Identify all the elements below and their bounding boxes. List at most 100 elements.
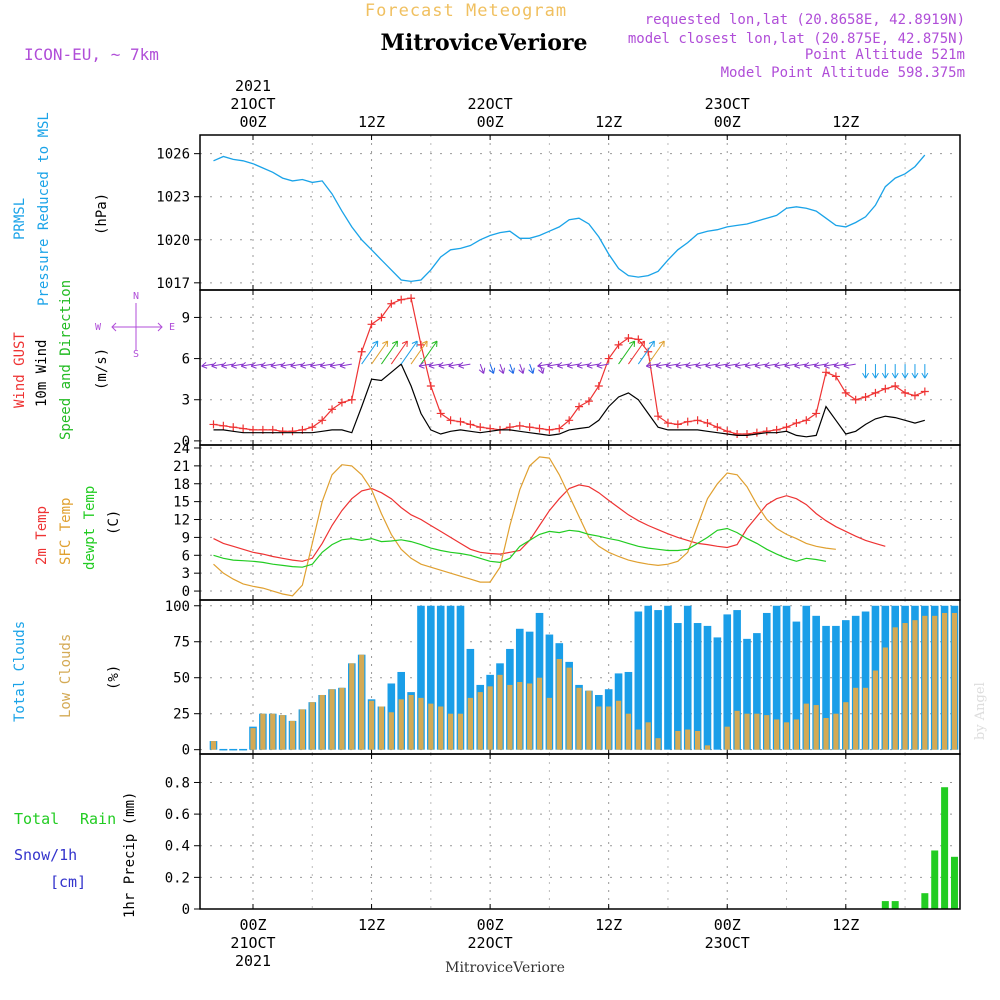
pressure-grid: 1017 1020 1023 1026 [156, 135, 960, 292]
low-cloud-bar [487, 686, 493, 750]
wind-direction-arrow [586, 361, 599, 369]
arrow-head [764, 361, 771, 369]
gust-marker [575, 402, 584, 411]
arrow-shaft [596, 363, 609, 367]
watermark: by Angel [973, 682, 988, 740]
total-cloud-bar [723, 614, 732, 750]
gust-marker [337, 398, 346, 407]
arrow-shaft [794, 363, 807, 367]
wind-direction-arrow [420, 340, 438, 365]
compass-rose: N S W E [95, 291, 175, 360]
wind-direction-arrow [872, 364, 879, 379]
bottom-time-label: 00Z [239, 916, 266, 934]
total-cloud-bar [762, 612, 771, 750]
wind-direction-arrow [518, 363, 525, 374]
wind-direction-arrow [488, 363, 496, 374]
top-time-label: 2021 [235, 77, 271, 95]
arrow-shaft [390, 340, 408, 365]
cloud-unit: (%) [106, 665, 122, 690]
gust-marker [426, 382, 435, 391]
arrow-head [418, 361, 425, 369]
clouds-ytick-label: 25 [173, 707, 190, 723]
arrow-head [794, 361, 801, 369]
low-cloud-bar [606, 706, 612, 750]
low-cloud-bar [339, 687, 345, 750]
total-cloud-bar [851, 615, 860, 750]
low-cloud-bar [596, 706, 602, 750]
low-cloud-bar [527, 683, 533, 750]
arrow-shaft [448, 363, 461, 367]
temp-2m-line [213, 484, 886, 562]
arrow-shaft [735, 363, 748, 367]
header-title: Forecast Meteogram [365, 1, 567, 21]
precip-label-cm: [cm] [50, 873, 86, 891]
precip-ytick-label: 0.2 [165, 870, 190, 886]
low-cloud-bar [783, 722, 790, 750]
wind-direction-arrow [705, 361, 718, 369]
wind-direction-arrow [211, 361, 224, 369]
top-time-label: 22OCT [468, 95, 513, 113]
arrow-shaft [586, 363, 599, 367]
gust-marker [703, 419, 712, 428]
arrow-head [528, 367, 535, 374]
precip-series [881, 787, 958, 909]
arrow-head [230, 361, 237, 369]
gust-marker [278, 427, 287, 436]
low-cloud-bar [951, 612, 958, 750]
arrow-head [310, 361, 316, 369]
arrow-head [290, 361, 297, 369]
temp-unit: (C) [106, 510, 122, 535]
compass-n: N [133, 291, 139, 302]
wind-direction-arrow [270, 361, 283, 369]
arrow-shaft [577, 363, 590, 367]
low-cloud-bar [448, 713, 454, 750]
wind-direction-arrow [371, 340, 389, 365]
total-cloud-bar [644, 605, 652, 750]
arrow-head [428, 361, 435, 369]
total-cloud-bar [436, 605, 445, 750]
low-cloud-bar [912, 620, 918, 750]
arrow-head [372, 340, 379, 347]
wind-line [213, 363, 925, 438]
low-cloud-bar [823, 718, 829, 750]
total-cloud-bar [733, 610, 741, 750]
wind-direction-arrow [458, 361, 471, 369]
low-cloud-bar [329, 689, 335, 750]
arrow-head [734, 361, 741, 369]
gust-marker [733, 430, 742, 439]
gust-marker [624, 334, 633, 343]
arrow-shaft [330, 363, 343, 367]
compass-w: W [95, 322, 102, 333]
low-cloud-bar [586, 690, 592, 750]
arrow-shaft [656, 363, 669, 367]
top-time-label: 12Z [595, 113, 622, 131]
low-cloud-bar [250, 728, 256, 750]
arrow-shaft [843, 363, 856, 367]
wind-direction-arrow [329, 361, 343, 369]
arrow-shaft [458, 363, 471, 367]
gust-marker [891, 382, 900, 391]
low-cloud-bar [853, 687, 859, 750]
low-cloud-bar [556, 659, 562, 750]
wind-unit: (m/s) [94, 348, 110, 390]
wind-direction-arrow [576, 361, 590, 369]
wind-direction-arrow [645, 361, 659, 369]
arrow-shaft [231, 363, 244, 367]
wind-direction-arrow [557, 361, 570, 369]
low-cloud-bar [576, 687, 582, 750]
arrow-head [813, 361, 820, 369]
low-cloud-bar [645, 722, 651, 750]
precip-unit: 1hr Precip (mm) [122, 792, 138, 918]
gust-marker [446, 416, 455, 425]
low-cloud-bar [378, 706, 385, 750]
total-cloud-bar [812, 615, 820, 750]
gust-marker [654, 412, 663, 421]
header-model: ICON-EU, ~ 7km [24, 45, 159, 64]
arrow-head [339, 361, 346, 369]
pressure-frame [199, 134, 961, 291]
rain-bar [950, 856, 958, 909]
temp-frame [199, 444, 961, 601]
chart-content: 1017102010231026036903691215182124025507… [156, 77, 961, 970]
arrow-head [891, 372, 899, 379]
pressure-ytick-label: 1020 [156, 233, 190, 249]
